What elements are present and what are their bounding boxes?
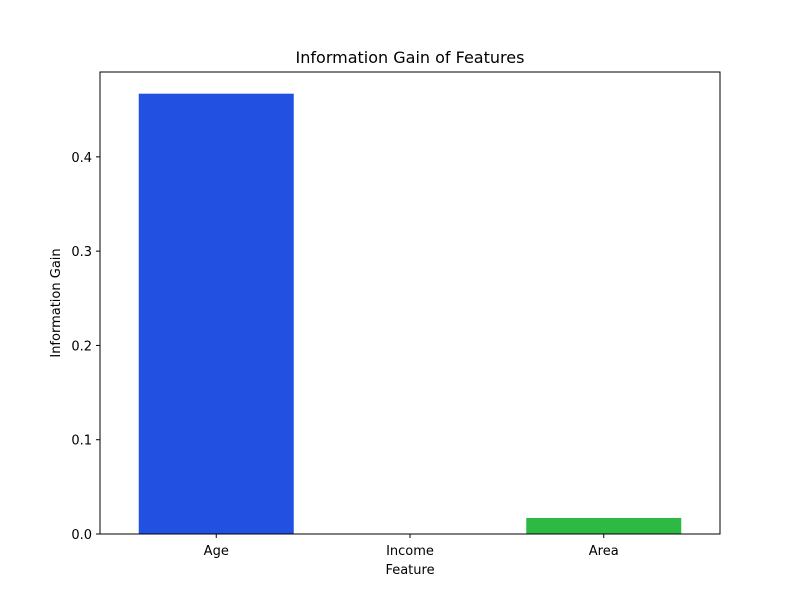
bars-layer	[138, 93, 682, 534]
y-axis-label: Information Gain	[49, 248, 64, 357]
plot-frame	[99, 71, 721, 535]
y-tick-label: 0.2	[71, 339, 92, 354]
y-tick-label: 0.3	[71, 245, 92, 260]
x-ticks-layer: Age Income Area	[204, 534, 619, 559]
y-tick-label: 0.4	[71, 151, 92, 166]
y-ticks-layer: 0.0 0.1 0.2 0.3 0.4	[71, 151, 100, 543]
x-axis-label: Feature	[385, 563, 434, 578]
x-tick-label: Income	[386, 544, 434, 559]
y-tick-label: 0.0	[71, 528, 92, 543]
bar-age	[138, 93, 294, 534]
x-tick-label: Area	[589, 544, 619, 559]
chart-title: Information Gain of Features	[296, 48, 525, 67]
y-tick-label: 0.1	[71, 434, 92, 449]
bar-area	[526, 517, 682, 534]
x-tick-label: Age	[204, 544, 229, 559]
